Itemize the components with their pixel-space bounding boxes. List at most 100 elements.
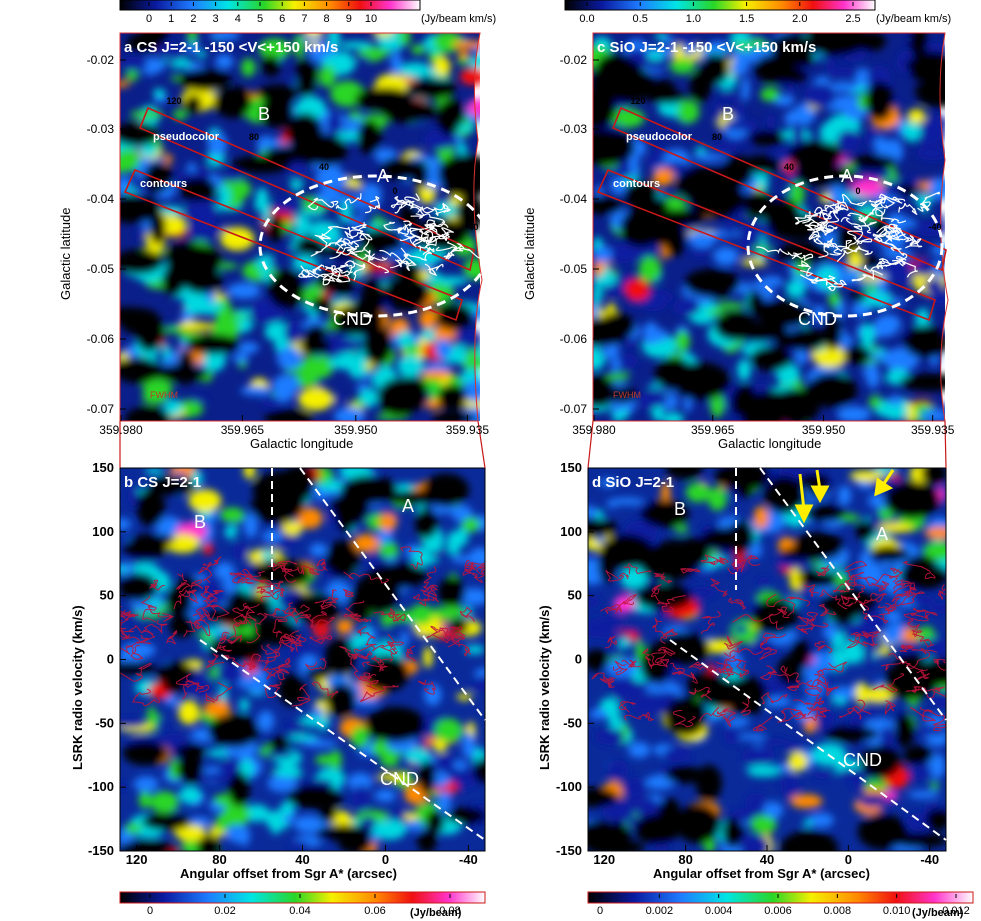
- label-CND-c: CND: [798, 309, 837, 329]
- contour-line: [266, 668, 286, 681]
- map-emission-blob: [863, 284, 879, 292]
- map-emission-blob: [829, 182, 844, 206]
- map-void: [749, 346, 792, 371]
- map-emission-blob: [838, 95, 858, 102]
- x-tick-label: 0: [382, 852, 389, 867]
- contour-line: [447, 636, 466, 648]
- map-void: [126, 33, 162, 53]
- contour-line: [360, 684, 399, 702]
- map-emission-blob: [239, 698, 250, 712]
- y-tick-label: -0.05: [560, 262, 588, 276]
- map-emission-blob: [749, 637, 781, 655]
- map-emission-blob: [359, 209, 368, 218]
- map-emission-blob: [790, 794, 823, 809]
- map-emission-blob: [674, 525, 689, 533]
- contour-line: [672, 709, 696, 728]
- map-void: [264, 145, 309, 161]
- map-emission-blob: [750, 815, 777, 834]
- map-emission-blob: [723, 119, 760, 131]
- map-void: [641, 197, 669, 215]
- colorbar-tick-label: 3: [213, 13, 219, 25]
- map-emission-blob: [215, 54, 234, 69]
- map-emission-blob: [211, 316, 241, 341]
- colorbar-unit: (Jy/beam): [912, 907, 964, 919]
- panel-b-ylabel: LSRK radio velocity (km/s): [70, 605, 85, 770]
- colorbar-unit: (Jy/beam): [410, 907, 462, 919]
- map-emission-blob: [376, 630, 392, 640]
- map-emission-blob: [733, 624, 747, 634]
- map-void: [310, 296, 334, 313]
- contour-line: [166, 630, 178, 645]
- map-void: [843, 345, 872, 366]
- contour-line: [652, 618, 674, 638]
- colorbar-tick-label: 5: [257, 13, 263, 25]
- contour-line: [819, 603, 837, 617]
- panel-c-title: c SiO J=2-1 -150 <V<+150 km/s: [597, 39, 816, 56]
- map-void: [824, 725, 879, 742]
- map-void: [365, 706, 426, 743]
- map-void: [437, 384, 468, 411]
- contour-line: [310, 616, 335, 631]
- map-void: [361, 278, 386, 314]
- map-void: [899, 561, 946, 590]
- label-pseudocolor-c: pseudocolor: [626, 131, 693, 143]
- colorbar-tick-label: 0.010: [883, 905, 911, 917]
- contour-line: [299, 611, 328, 623]
- map-emission-blob: [628, 741, 651, 758]
- map-emission-blob: [149, 791, 179, 813]
- map-emission-blob: [593, 282, 602, 307]
- map-void: [175, 744, 207, 759]
- map-void: [897, 183, 917, 196]
- colorbar-tick-label: 10: [365, 13, 377, 25]
- map-emission-blob: [256, 135, 276, 151]
- contour-line: [877, 595, 904, 611]
- contour-line: [283, 630, 304, 653]
- map-emission-blob: [717, 92, 743, 101]
- map-emission-blob: [763, 801, 784, 819]
- map-emission-blob: [282, 520, 304, 536]
- map-void: [821, 588, 877, 618]
- map-emission-blob: [723, 221, 735, 236]
- contour-line: [716, 707, 737, 722]
- map-void: [327, 544, 348, 561]
- contour-line: [260, 581, 281, 603]
- map-emission-blob: [467, 98, 480, 116]
- contour-line: [417, 679, 436, 695]
- contour-line: [400, 247, 433, 261]
- contour-line: [756, 246, 802, 257]
- colorbar-unit: (Jy/beam km/s): [421, 13, 496, 25]
- map-void: [324, 638, 356, 677]
- map-emission-blob: [284, 320, 303, 344]
- map-emission-blob: [740, 259, 768, 267]
- map-emission-blob: [456, 693, 473, 701]
- map-emission-blob: [717, 549, 733, 558]
- map-emission-blob: [215, 813, 229, 833]
- contour-line: [464, 559, 485, 571]
- map-emission-blob: [638, 256, 662, 283]
- contour-line: [351, 222, 373, 241]
- map-emission-blob: [244, 512, 258, 539]
- x-tick-label: 80: [212, 852, 226, 867]
- map-void: [775, 241, 834, 264]
- contour-line: [605, 570, 630, 582]
- contour-line: [785, 596, 811, 607]
- map-void: [213, 85, 252, 119]
- map-emission-blob: [188, 489, 222, 513]
- contour-line: [771, 606, 790, 618]
- map-emission-blob: [236, 341, 260, 354]
- contour-line: [229, 572, 254, 584]
- label-A-c: A: [841, 166, 853, 186]
- map-void: [264, 409, 313, 421]
- map-emission-blob: [280, 722, 310, 729]
- map-emission-blob: [226, 282, 261, 299]
- map-emission-blob: [467, 56, 480, 69]
- map-emission-blob: [843, 211, 856, 226]
- map-emission-blob: [880, 726, 894, 749]
- map-emission-blob: [606, 243, 640, 264]
- map-void: [166, 584, 193, 616]
- label-B-a: B: [258, 104, 270, 124]
- contour-line: [898, 202, 918, 215]
- map-emission-blob: [916, 725, 946, 736]
- panel-d-ylabel: LSRK radio velocity (km/s): [537, 605, 552, 770]
- contour-line: [266, 636, 301, 654]
